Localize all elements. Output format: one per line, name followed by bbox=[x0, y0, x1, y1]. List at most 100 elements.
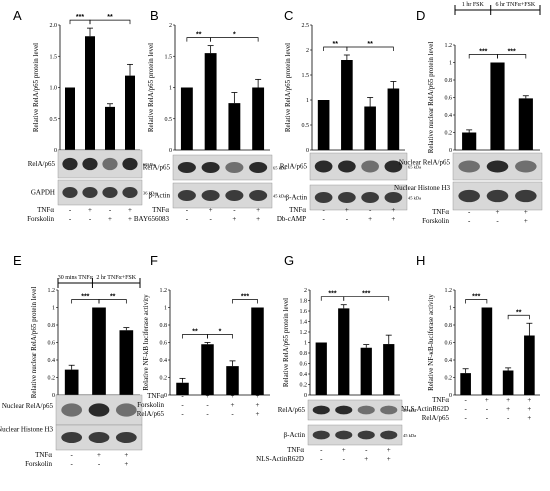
y-tick-label: 0 bbox=[52, 393, 55, 399]
blot-kda: 45 kDa bbox=[273, 194, 286, 199]
sig-bracket bbox=[89, 19, 131, 25]
y-tick-label: 2 bbox=[169, 23, 172, 29]
blot-label: β-Actin bbox=[286, 194, 308, 202]
blot-band bbox=[115, 432, 137, 443]
blot-label: β-Actin bbox=[149, 192, 171, 200]
bar bbox=[180, 87, 193, 150]
blot-band bbox=[380, 430, 398, 440]
condition-label: NLS-ActinR62D bbox=[256, 455, 304, 463]
blot-band bbox=[201, 162, 220, 173]
y-tick-label: 0 bbox=[306, 148, 309, 154]
bar bbox=[92, 307, 106, 395]
y-tick-label: 0 bbox=[449, 393, 452, 399]
y-axis-title: Relative nuclear RelA/p65 protein level bbox=[30, 287, 38, 399]
bar bbox=[460, 373, 471, 395]
condition-label: Forskolin bbox=[422, 217, 449, 225]
condition-sign: - bbox=[464, 396, 467, 404]
y-tick-label: 1.2 bbox=[445, 288, 453, 294]
condition-sign: + bbox=[88, 206, 92, 214]
y-tick-label: 0.2 bbox=[48, 376, 56, 382]
sig-label: ** bbox=[333, 41, 339, 48]
blot-band bbox=[249, 190, 268, 201]
blot-kda: 65 kDa bbox=[273, 166, 286, 171]
y-tick-label: 0.6 bbox=[445, 96, 453, 102]
panel-e: E 30 mins TNFα 2 hr TNFα+FSK 0 0.2 0.4 0.6 0.8 1… bbox=[0, 253, 143, 468]
condition-sign: + bbox=[256, 215, 260, 223]
blot-band bbox=[88, 403, 110, 417]
y-tick-label: 1.2 bbox=[445, 43, 453, 49]
bar bbox=[502, 370, 514, 395]
blot-kda: 45 kDa bbox=[403, 433, 416, 438]
timeline-label: 30 mins TNFα bbox=[58, 275, 94, 281]
panel-letter: E bbox=[13, 253, 22, 268]
y-axis-title: Relative NF-κB-luciferase activity bbox=[427, 294, 435, 391]
blot-band bbox=[62, 187, 78, 198]
condition-sign: - bbox=[231, 410, 234, 418]
y-tick-label: 1 bbox=[164, 306, 167, 312]
bar bbox=[383, 344, 395, 395]
blot-band bbox=[177, 190, 196, 201]
condition-sign: - bbox=[186, 206, 189, 214]
y-tick-label: 0.4 bbox=[445, 113, 453, 119]
blot-band bbox=[357, 430, 375, 440]
condition-sign: + bbox=[209, 206, 213, 214]
blot-label: GAPDH bbox=[31, 189, 55, 197]
condition-sign: - bbox=[468, 217, 471, 225]
condition-sign: + bbox=[524, 217, 528, 225]
condition-sign: - bbox=[507, 414, 510, 422]
y-tick-label: 0.8 bbox=[300, 351, 308, 357]
blot-strip bbox=[307, 399, 403, 421]
sig-bracket bbox=[210, 37, 259, 42]
blot-band bbox=[61, 432, 83, 443]
blot-kda: 65kDa bbox=[143, 162, 155, 167]
y-tick-label: 1 bbox=[304, 341, 307, 347]
y-tick-label: 0.6 bbox=[160, 341, 168, 347]
sig-label: ** bbox=[367, 41, 373, 48]
y-tick-label: 0.4 bbox=[160, 358, 168, 364]
bar bbox=[65, 87, 75, 150]
bar bbox=[524, 335, 535, 395]
panel-h: H 0 0.2 0.4 0.6 0.8 1 1.2 Relative NF-κB-lucifer… bbox=[401, 253, 540, 422]
bar bbox=[518, 98, 533, 150]
sig-label: ** bbox=[196, 32, 202, 39]
blot-band bbox=[486, 160, 509, 173]
condition-sign: + bbox=[527, 414, 531, 422]
blot-label: Nuclear RelA/p65 bbox=[2, 402, 54, 410]
condition-sign: + bbox=[506, 396, 510, 404]
sig-label: * bbox=[233, 32, 236, 39]
blot-band bbox=[458, 189, 480, 203]
condition-sign: - bbox=[109, 206, 112, 214]
sig-bracket bbox=[343, 296, 390, 301]
blot-band bbox=[361, 192, 379, 203]
panel-letter: D bbox=[416, 8, 425, 23]
condition-label: RelA/p65 bbox=[137, 410, 165, 418]
blot-band bbox=[314, 160, 333, 173]
condition-sign: - bbox=[496, 217, 499, 225]
y-axis-title: Relative NF-kB luciferase activity bbox=[142, 294, 150, 391]
blot-band bbox=[380, 405, 398, 415]
condition-sign: - bbox=[181, 392, 184, 400]
condition-label: Db-cAMP bbox=[277, 215, 306, 223]
sig-label: ** bbox=[110, 294, 116, 301]
condition-label: RelA/p65 bbox=[422, 414, 450, 422]
y-tick-label: 1.5 bbox=[302, 73, 310, 79]
condition-sign: - bbox=[486, 414, 489, 422]
condition-sign: - bbox=[89, 215, 92, 223]
condition-sign: + bbox=[485, 396, 489, 404]
blot-band bbox=[384, 160, 403, 173]
bar bbox=[360, 347, 372, 395]
blot-band bbox=[82, 157, 98, 171]
sig-bracket bbox=[507, 314, 530, 320]
y-tick-label: 1 bbox=[449, 306, 452, 312]
condition-sign: + bbox=[124, 451, 128, 459]
y-tick-label: 0.5 bbox=[50, 117, 58, 123]
blot-band bbox=[225, 190, 244, 201]
condition-sign: + bbox=[232, 215, 236, 223]
y-tick-label: 1.5 bbox=[50, 54, 58, 60]
y-tick-label: 2.0 bbox=[50, 23, 58, 29]
condition-label: TNFα bbox=[432, 208, 449, 216]
condition-sign: + bbox=[231, 392, 235, 400]
panel-letter: F bbox=[150, 253, 158, 268]
y-axis-title: Relative RelA/p65 protein level bbox=[282, 298, 290, 387]
